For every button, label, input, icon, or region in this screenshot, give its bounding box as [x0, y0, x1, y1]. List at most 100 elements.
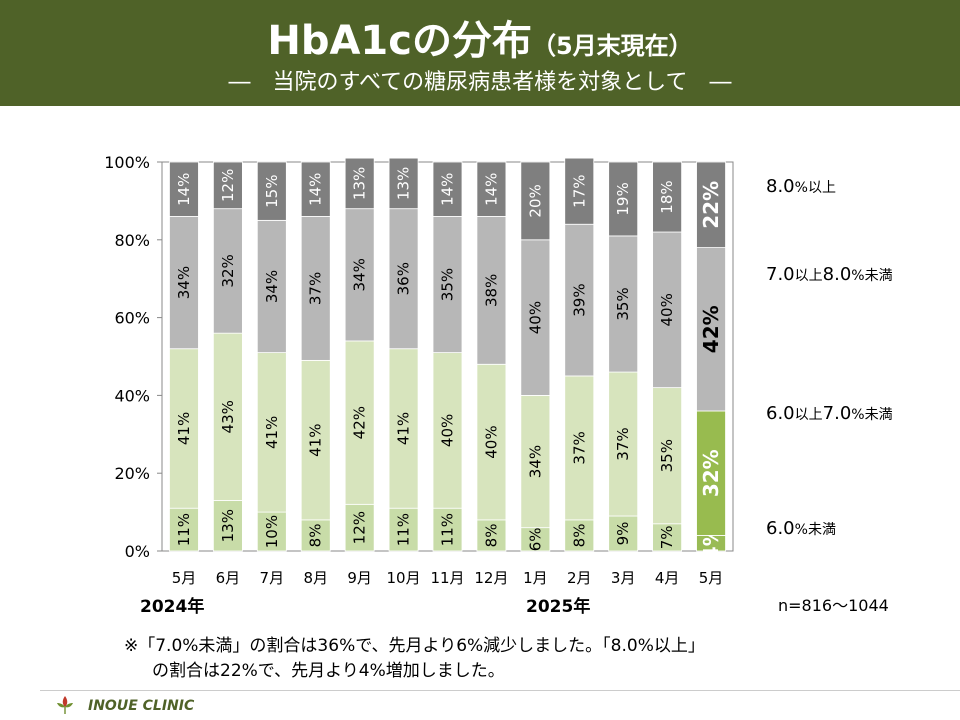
- data-label-r6_7: 40%: [439, 414, 457, 447]
- x-tick-label: 10月: [387, 569, 421, 587]
- bar-segment-r7_8: [652, 231, 683, 389]
- data-label-lt6: 11%: [439, 513, 457, 546]
- x-tick-label: 11月: [430, 569, 464, 587]
- data-label-lt6: 8%: [570, 524, 588, 548]
- data-label-ge8: 20%: [526, 184, 544, 217]
- bar-segment-lt6: [476, 519, 507, 552]
- bar-segment-lt6: [432, 507, 463, 552]
- bar-segment-r7_8: [169, 216, 199, 350]
- bar-segment-ge8: [520, 161, 551, 241]
- data-label-r7_8: 37%: [307, 272, 325, 305]
- data-label-ge8: 18%: [658, 180, 676, 213]
- bar-segment-r7_8: [608, 235, 639, 373]
- x-tick-label: 1月: [523, 569, 548, 587]
- bar-segment-lt6: [652, 523, 683, 552]
- data-label-ge8: 13%: [351, 167, 369, 200]
- page-title: HbA1cの分布（5月末現在）: [0, 8, 960, 66]
- bar-segment-r6_7: [169, 348, 199, 509]
- data-label-r6_7: 35%: [658, 439, 676, 472]
- data-label-lt6: 6%: [526, 527, 544, 551]
- clinic-name: INOUE CLINIC: [88, 698, 195, 714]
- bar-segment-r6_7: [608, 371, 639, 517]
- data-label-r6_7: 41%: [395, 412, 413, 445]
- data-label-ge8: 13%: [395, 167, 413, 200]
- data-label-r7_8: 35%: [439, 268, 457, 301]
- data-label-ge8: 12%: [219, 169, 237, 202]
- year-label-2025: 2025年: [526, 597, 591, 617]
- bar-segment-r6_7: [300, 359, 331, 521]
- data-label-r6_7: 40%: [482, 425, 500, 458]
- footer-divider: [40, 690, 960, 691]
- x-tick-label: 9月: [347, 569, 372, 587]
- data-label-lt6: 11%: [175, 513, 193, 546]
- bar-segment-r7_8: [564, 223, 595, 377]
- bar-segment-r7_8: [212, 208, 243, 334]
- data-label-lt6: 12%: [351, 511, 369, 544]
- data-label-r7_8: 34%: [263, 270, 281, 303]
- x-tick-label: 3月: [611, 569, 636, 587]
- stacked-bar-chart: 0% 20% 40% 60% 80% 100% 11% 41% 34% 14% 5月 13% 43% 32…: [104, 153, 734, 587]
- data-label-r6_7: 34%: [526, 445, 544, 478]
- data-label-r6_7: 37%: [614, 427, 632, 460]
- bar-segment-ge8: [169, 161, 199, 217]
- legend-cat4-num: 8.0: [766, 176, 795, 197]
- legend-cat1: 6.0%未満: [766, 518, 836, 539]
- bar-segment-ge8: [344, 157, 375, 210]
- bar-segment-r7_8: [476, 216, 507, 365]
- bar-segment-r6_7: [476, 363, 507, 521]
- bar-segment-lt6: [564, 519, 595, 552]
- header: HbA1cの分布（5月末現在） ― 当院のすべての糖尿病患者様を対象として ―: [0, 0, 960, 106]
- bar-segment-r6_7: [564, 375, 595, 521]
- bar-segment-r6_7: [344, 340, 375, 505]
- data-label-ge8: 17%: [570, 175, 588, 208]
- legend-cat3-num1: 7.0: [766, 264, 795, 285]
- data-label-r7_8: 34%: [351, 258, 369, 291]
- x-tick-label: 7月: [260, 569, 285, 587]
- data-label-ge8: 22%: [699, 181, 723, 229]
- legend-cat1-num: 6.0: [766, 518, 795, 539]
- note: ※「7.0%未満」の割合は36%で、先月より6%減少しました。「8.0%以上」 …: [124, 634, 705, 684]
- legend-cat3-num2: 8.0: [822, 264, 852, 285]
- bar-segment-ge8: [696, 161, 726, 248]
- data-label-r6_7: 41%: [263, 416, 281, 449]
- data-label-r6_7: 37%: [570, 431, 588, 464]
- year-label-2024: 2024年: [140, 597, 205, 617]
- data-label-r7_8: 40%: [658, 293, 676, 326]
- x-tick-label: 2月: [567, 569, 592, 587]
- bar-segment-ge8: [608, 161, 639, 237]
- legend-cat2-num1: 6.0: [766, 403, 795, 424]
- data-label-r7_8: 36%: [395, 262, 413, 295]
- sample-size-label: n=816～1044: [778, 596, 889, 615]
- data-label-r6_7: 32%: [699, 449, 723, 497]
- bar-segment-r7_8: [256, 219, 287, 354]
- bar-segment-r6_7: [520, 394, 551, 529]
- data-label-ge8: 14%: [175, 173, 193, 206]
- data-label-r7_8: 35%: [614, 287, 632, 320]
- bar-segment-r6_7: [256, 352, 287, 513]
- data-label-r6_7: 41%: [175, 412, 193, 445]
- bar-segment-ge8: [300, 161, 331, 217]
- x-tick-label: 12月: [474, 569, 508, 587]
- bar-segment-lt6: [608, 515, 639, 552]
- data-label-lt6: 10%: [263, 515, 281, 548]
- bar-segment-lt6: [344, 503, 375, 552]
- page-subtitle: ― 当院のすべての糖尿病患者様を対象として ―: [228, 70, 732, 95]
- bar-segment-r7_8: [300, 216, 331, 361]
- bar-segment-ge8: [212, 161, 243, 210]
- bar-segment-lt6: [169, 507, 199, 552]
- y-tick-label: 0%: [125, 542, 150, 561]
- data-label-r6_7: 43%: [219, 400, 237, 433]
- bar-segment-r7_8: [696, 247, 726, 412]
- legend-cat3: 7.0以上8.0%未満: [766, 264, 893, 285]
- y-tick-label: 20%: [114, 464, 150, 483]
- data-label-ge8: 14%: [439, 173, 457, 206]
- legend-cat2-text2: %未満: [851, 407, 893, 423]
- clinic-logo-icon: [57, 696, 73, 714]
- note-line-2: の割合は22%で、先月より4%増加しました。: [152, 661, 505, 681]
- bar-segment-r6_7: [212, 332, 243, 501]
- bar-segment-r6_7: [388, 348, 419, 509]
- legend-cat2-num2: 7.0: [822, 403, 852, 424]
- bar-segment-ge8: [256, 161, 287, 221]
- data-label-lt6: 8%: [482, 524, 500, 548]
- y-tick-label: 60%: [114, 309, 150, 328]
